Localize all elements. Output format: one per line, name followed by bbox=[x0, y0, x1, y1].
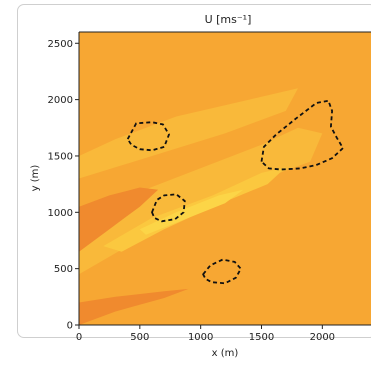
low-speed-lower bbox=[79, 288, 189, 325]
wake-core bbox=[139, 189, 244, 235]
x-tick-label: 1500 bbox=[249, 332, 274, 343]
y-tick-label: 1000 bbox=[48, 208, 73, 219]
x-tick-label: 2000 bbox=[310, 332, 335, 343]
obstacle-3-contour bbox=[202, 258, 242, 285]
y-tick-label: 500 bbox=[54, 264, 73, 275]
obstacle-4-contour bbox=[260, 99, 344, 171]
x-tick-label: 0 bbox=[76, 332, 82, 343]
chart-title: U [ms⁻¹] bbox=[205, 13, 252, 26]
wake-upper bbox=[79, 88, 298, 179]
obstacle-1-contour bbox=[126, 121, 170, 152]
low-speed-band bbox=[79, 187, 159, 252]
x-tick-label: 1000 bbox=[188, 332, 213, 343]
x-tick-label: 500 bbox=[130, 332, 149, 343]
axes: 0 500 1000 1500 2000 0 500 1000 1500 2000 2500 bbox=[48, 31, 371, 343]
y-axis-label: y (m) bbox=[30, 165, 41, 192]
y-tick-label: 0 bbox=[67, 321, 73, 332]
x-axis-label: x (m) bbox=[212, 348, 239, 359]
plot-area bbox=[79, 32, 371, 325]
obstacle-2-contour bbox=[151, 193, 186, 223]
y-tick-label: 2000 bbox=[48, 95, 73, 106]
y-tick-label: 1500 bbox=[48, 151, 73, 162]
y-tick-label: 2500 bbox=[48, 39, 73, 50]
